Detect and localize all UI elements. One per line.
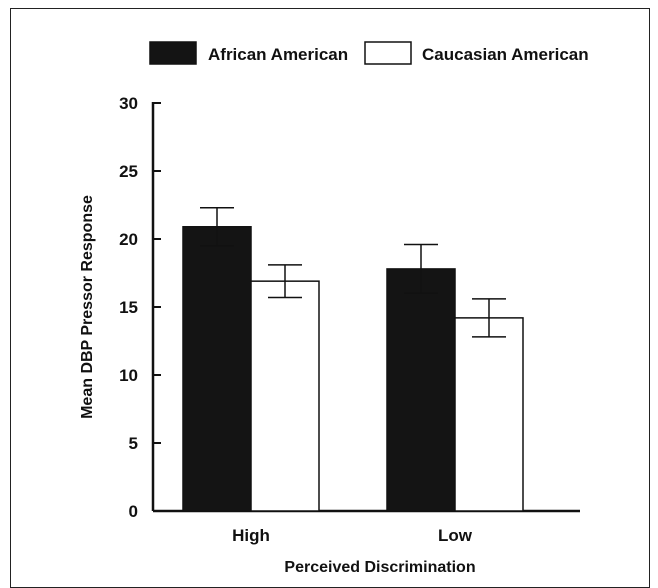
y-tick-label: 10 — [119, 366, 138, 385]
y-tick-label: 30 — [119, 94, 138, 113]
x-tick-label-high: High — [232, 526, 270, 545]
y-tick-label: 15 — [119, 298, 138, 317]
y-tick-label: 25 — [119, 162, 138, 181]
y-tick-label: 20 — [119, 230, 138, 249]
bar-caucasian-american-low — [454, 317, 524, 512]
bars — [182, 226, 524, 512]
bar-caucasian-american-high — [250, 280, 320, 512]
legend: African American Caucasian American — [149, 41, 589, 65]
y-tick-label: 5 — [129, 434, 138, 453]
axis-labels: High Low Perceived Discrimination Mean DBP … — [79, 195, 476, 573]
legend-label-caucasian-american: Caucasian American — [422, 45, 589, 64]
legend-swatch-african-american — [149, 41, 197, 65]
legend-swatch-caucasian-american — [364, 41, 412, 65]
x-tick-label-low: Low — [438, 526, 473, 545]
error-bars — [200, 206, 506, 338]
y-tick-label: 0 — [129, 502, 138, 521]
x-axis-title: Perceived Discrimination — [284, 559, 475, 573]
bar-chart: African American Caucasian American 0 5 10 1… — [79, 41, 589, 573]
y-axis-title: Mean DBP Pressor Response — [79, 195, 96, 419]
bar-african-american-low — [386, 268, 456, 512]
bar-african-american-high — [182, 226, 252, 512]
legend-label-african-american: African American — [208, 45, 348, 64]
